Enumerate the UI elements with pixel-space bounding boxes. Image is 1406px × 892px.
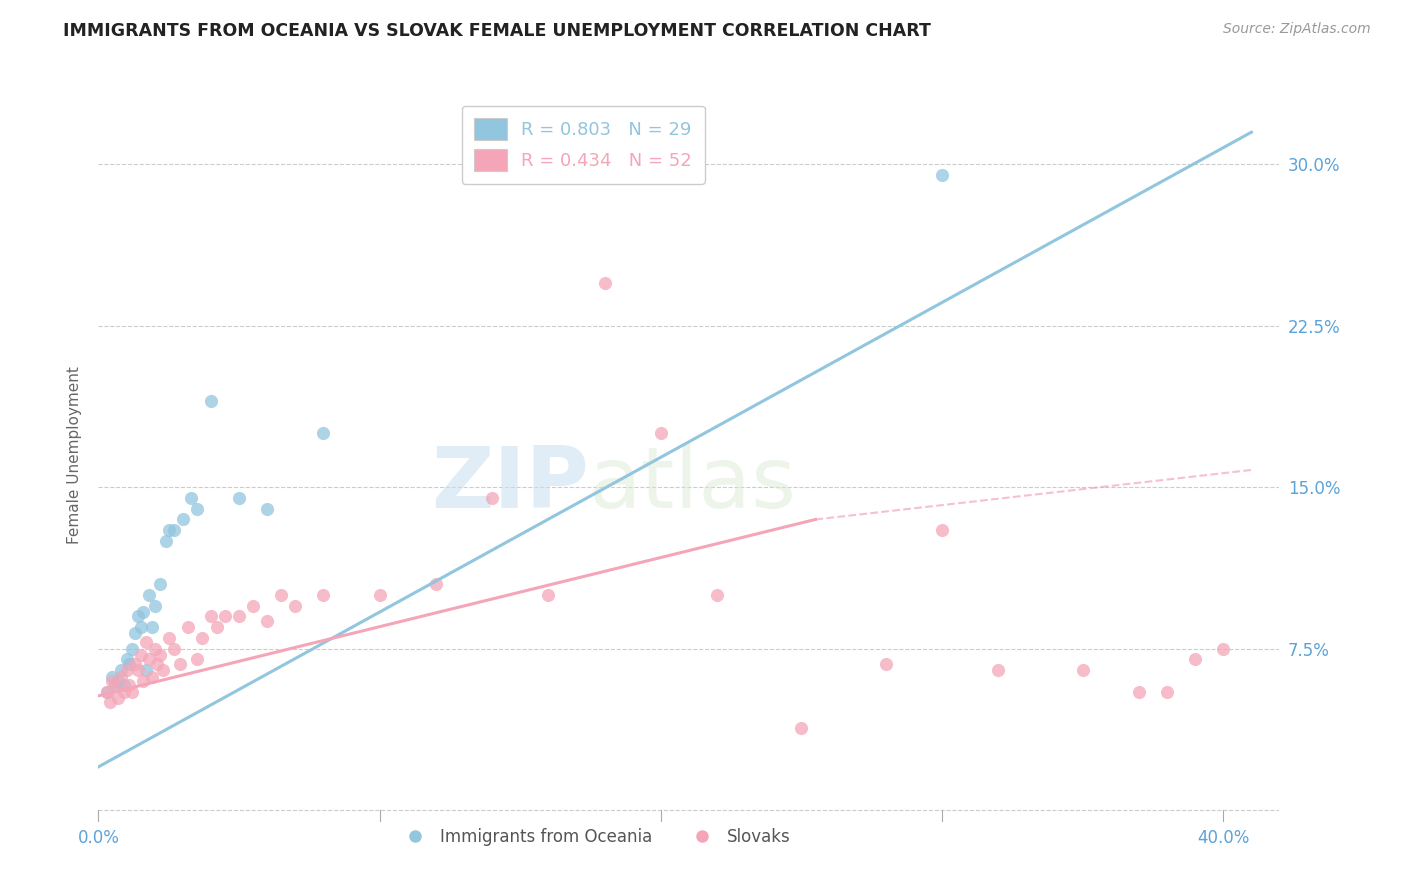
Point: [141, 669, 163, 683]
Point: [425, 577, 447, 591]
Point: [132, 605, 155, 619]
Point: [132, 673, 155, 688]
Point: [228, 609, 250, 624]
Point: [101, 669, 124, 683]
Point: [177, 620, 200, 634]
Point: [163, 641, 186, 656]
Point: [790, 721, 813, 735]
Point: [96, 684, 118, 698]
Point: [127, 609, 149, 624]
Point: [107, 691, 129, 706]
Point: [112, 678, 135, 692]
Point: [191, 631, 214, 645]
Point: [205, 620, 228, 634]
Point: [1128, 684, 1150, 698]
Point: [312, 426, 335, 441]
Text: IMMIGRANTS FROM OCEANIA VS SLOVAK FEMALE UNEMPLOYMENT CORRELATION CHART: IMMIGRANTS FROM OCEANIA VS SLOVAK FEMALE…: [63, 22, 931, 40]
Point: [312, 588, 335, 602]
Point: [127, 663, 149, 677]
Point: [104, 678, 127, 692]
Point: [146, 657, 169, 671]
Point: [157, 523, 180, 537]
Point: [129, 648, 152, 662]
Point: [169, 657, 191, 671]
Point: [149, 577, 172, 591]
Point: [129, 620, 152, 634]
Point: [112, 684, 135, 698]
Point: [157, 631, 180, 645]
Point: [98, 695, 121, 709]
Point: [931, 168, 953, 182]
Point: [481, 491, 503, 505]
Point: [186, 652, 208, 666]
Point: [155, 533, 177, 548]
Point: [256, 501, 278, 516]
Point: [593, 276, 616, 290]
Point: [368, 588, 391, 602]
Point: [537, 588, 560, 602]
Point: [104, 678, 127, 692]
Point: [138, 588, 160, 602]
Point: [1212, 641, 1234, 656]
Point: [115, 663, 138, 677]
Point: [135, 635, 157, 649]
Point: [135, 663, 157, 677]
Point: [118, 678, 141, 692]
Point: [152, 663, 174, 677]
Point: [138, 652, 160, 666]
Point: [143, 599, 166, 613]
Legend: Immigrants from Oceania, Slovaks: Immigrants from Oceania, Slovaks: [391, 822, 797, 853]
Y-axis label: Female Unemployment: Female Unemployment: [66, 366, 82, 544]
Point: [141, 620, 163, 634]
Point: [650, 426, 672, 441]
Point: [121, 641, 143, 656]
Point: [124, 626, 146, 640]
Point: [706, 588, 728, 602]
Point: [200, 394, 222, 409]
Point: [1156, 684, 1178, 698]
Point: [270, 588, 292, 602]
Point: [149, 648, 172, 662]
Point: [163, 523, 186, 537]
Point: [186, 501, 208, 516]
Point: [124, 657, 146, 671]
Point: [228, 491, 250, 505]
Point: [143, 641, 166, 656]
Point: [121, 684, 143, 698]
Point: [118, 657, 141, 671]
Text: Source: ZipAtlas.com: Source: ZipAtlas.com: [1223, 22, 1371, 37]
Point: [200, 609, 222, 624]
Point: [284, 599, 307, 613]
Point: [110, 663, 132, 677]
Point: [1184, 652, 1206, 666]
Point: [96, 684, 118, 698]
Point: [180, 491, 202, 505]
Point: [110, 669, 132, 683]
Point: [875, 657, 897, 671]
Point: [256, 614, 278, 628]
Point: [931, 523, 953, 537]
Point: [1071, 663, 1094, 677]
Point: [242, 599, 264, 613]
Point: [214, 609, 236, 624]
Point: [107, 673, 129, 688]
Point: [115, 652, 138, 666]
Text: ZIP: ZIP: [430, 442, 589, 525]
Point: [172, 512, 194, 526]
Text: atlas: atlas: [589, 442, 797, 525]
Point: [987, 663, 1010, 677]
Point: [101, 673, 124, 688]
